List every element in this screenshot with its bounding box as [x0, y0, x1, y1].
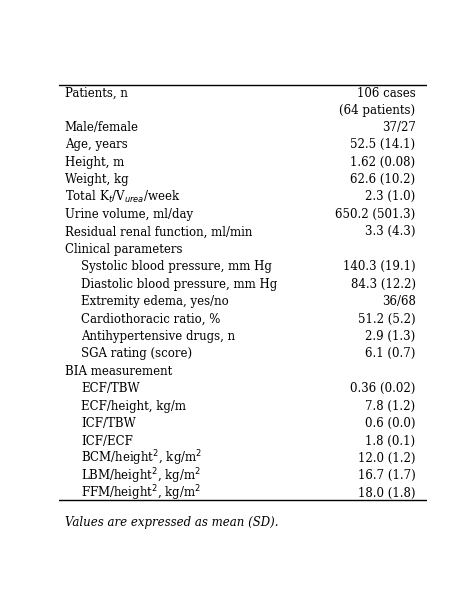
Text: 36/68: 36/68: [382, 295, 416, 308]
Text: 1.62 (0.08): 1.62 (0.08): [350, 155, 416, 168]
Text: 12.0 (1.2): 12.0 (1.2): [358, 452, 416, 465]
Text: LBM/height$^2$, kg/m$^2$: LBM/height$^2$, kg/m$^2$: [82, 466, 201, 486]
Text: Values are expressed as mean (SD).: Values are expressed as mean (SD).: [65, 515, 278, 529]
Text: Weight, kg: Weight, kg: [65, 173, 128, 186]
Text: 6.1 (0.7): 6.1 (0.7): [365, 348, 416, 360]
Text: 0.36 (0.02): 0.36 (0.02): [350, 382, 416, 395]
Text: 52.5 (14.1): 52.5 (14.1): [350, 138, 416, 151]
Text: ICF/TBW: ICF/TBW: [82, 417, 136, 430]
Text: Patients, n: Patients, n: [65, 87, 128, 100]
Text: 62.6 (10.2): 62.6 (10.2): [350, 173, 416, 186]
Text: BCM/height$^2$, kg/m$^2$: BCM/height$^2$, kg/m$^2$: [82, 449, 202, 468]
Text: 106 cases: 106 cases: [357, 87, 416, 100]
Text: Residual renal function, ml/min: Residual renal function, ml/min: [65, 225, 252, 238]
Text: 3.3 (4.3): 3.3 (4.3): [365, 225, 416, 238]
Text: Cardiothoracic ratio, %: Cardiothoracic ratio, %: [82, 313, 221, 326]
Text: Systolic blood pressure, mm Hg: Systolic blood pressure, mm Hg: [82, 260, 272, 273]
Text: BIA measurement: BIA measurement: [65, 365, 172, 378]
Text: Male/female: Male/female: [65, 121, 139, 133]
Text: FFM/height$^2$, kg/m$^2$: FFM/height$^2$, kg/m$^2$: [82, 483, 201, 503]
Text: 650.2 (501.3): 650.2 (501.3): [335, 208, 416, 221]
Text: 0.6 (0.0): 0.6 (0.0): [365, 417, 416, 430]
Text: 2.9 (1.3): 2.9 (1.3): [365, 330, 416, 343]
Text: ECF/TBW: ECF/TBW: [82, 382, 140, 395]
Text: Antihypertensive drugs, n: Antihypertensive drugs, n: [82, 330, 236, 343]
Text: (64 patients): (64 patients): [339, 104, 416, 117]
Text: Height, m: Height, m: [65, 155, 124, 168]
Text: 140.3 (19.1): 140.3 (19.1): [343, 260, 416, 273]
Text: 18.0 (1.8): 18.0 (1.8): [358, 487, 416, 500]
Text: ICF/ECF: ICF/ECF: [82, 435, 133, 447]
Text: 16.7 (1.7): 16.7 (1.7): [358, 469, 416, 482]
Text: Age, years: Age, years: [65, 138, 128, 151]
Text: Extremity edema, yes/no: Extremity edema, yes/no: [82, 295, 229, 308]
Text: 2.3 (1.0): 2.3 (1.0): [365, 190, 416, 203]
Text: 37/27: 37/27: [382, 121, 416, 133]
Text: Clinical parameters: Clinical parameters: [65, 243, 182, 256]
Text: 1.8 (0.1): 1.8 (0.1): [365, 435, 416, 447]
Text: Diastolic blood pressure, mm Hg: Diastolic blood pressure, mm Hg: [82, 278, 278, 291]
Text: 84.3 (12.2): 84.3 (12.2): [351, 278, 416, 291]
Text: Total K$_t$/V$_{urea}$/week: Total K$_t$/V$_{urea}$/week: [65, 189, 180, 205]
Text: ECF/height, kg/m: ECF/height, kg/m: [82, 400, 186, 412]
Text: SGA rating (score): SGA rating (score): [82, 348, 192, 360]
Text: 7.8 (1.2): 7.8 (1.2): [365, 400, 416, 412]
Text: Urine volume, ml/day: Urine volume, ml/day: [65, 208, 193, 221]
Text: 51.2 (5.2): 51.2 (5.2): [358, 313, 416, 326]
